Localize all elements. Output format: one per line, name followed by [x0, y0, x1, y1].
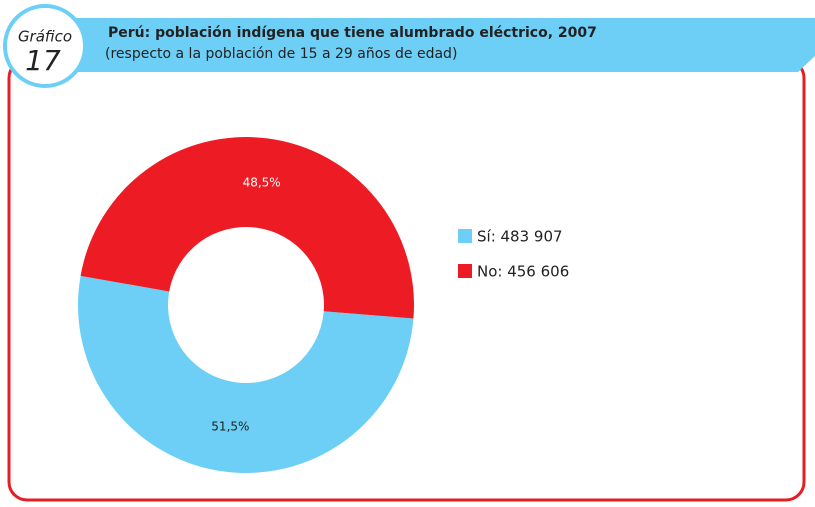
- legend-swatch: [458, 229, 472, 243]
- legend-label: Sí: 483 907: [477, 228, 563, 246]
- badge: [3, 4, 87, 88]
- data-label: 51,5%: [211, 420, 249, 434]
- data-label: 48,5%: [243, 175, 281, 189]
- donut-slice: [78, 275, 414, 473]
- badge-label: Gráfico: [18, 28, 72, 46]
- legend-swatch: [458, 264, 472, 278]
- badge-number: 17: [25, 44, 61, 77]
- legend-label: No: 456 606: [477, 263, 569, 281]
- chart-subtitle: (respecto a la población de 15 a 29 años…: [105, 46, 457, 62]
- header-bar: [60, 18, 815, 72]
- donut-slice: [80, 136, 415, 319]
- chart-title: Perú: población indígena que tiene alumb…: [108, 25, 597, 41]
